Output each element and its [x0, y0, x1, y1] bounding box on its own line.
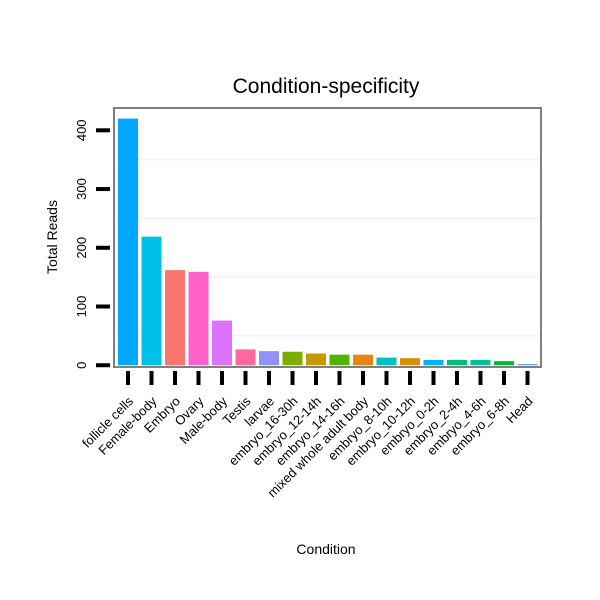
bars: [118, 118, 538, 366]
y-axis: 0 100 200 300 400: [74, 119, 110, 369]
chart-title: Condition-specificity: [233, 75, 420, 98]
bar: [306, 353, 326, 366]
gridlines: [115, 158, 540, 337]
y-tick-label: 0: [74, 362, 89, 369]
bar: [517, 364, 538, 366]
plot-panel: [113, 107, 542, 368]
x-axis: follicle cellsFemale-bodyEmbryoOvaryMale…: [79, 371, 536, 500]
bar: [447, 359, 467, 366]
bar: [165, 270, 185, 366]
bar: [188, 271, 209, 366]
bar: [329, 354, 350, 366]
bar: [353, 354, 373, 366]
bar: [400, 358, 420, 366]
x-tick-label: Head: [503, 394, 536, 427]
bar: [423, 359, 444, 366]
bar: [259, 351, 279, 366]
bar: [212, 320, 232, 366]
y-axis-title: Total Reads: [44, 200, 60, 274]
bar: [118, 118, 138, 366]
bar: [470, 359, 491, 366]
y-tick-label: 400: [74, 119, 89, 141]
bar: [376, 357, 397, 366]
bar: [494, 361, 514, 366]
y-tick-label: 300: [74, 178, 89, 200]
bar: [282, 351, 303, 366]
y-tick-label: 200: [74, 237, 89, 259]
bar: [235, 349, 256, 366]
y-tick-label: 100: [74, 296, 89, 318]
x-axis-title: Condition: [296, 541, 355, 557]
bar: [141, 236, 162, 366]
